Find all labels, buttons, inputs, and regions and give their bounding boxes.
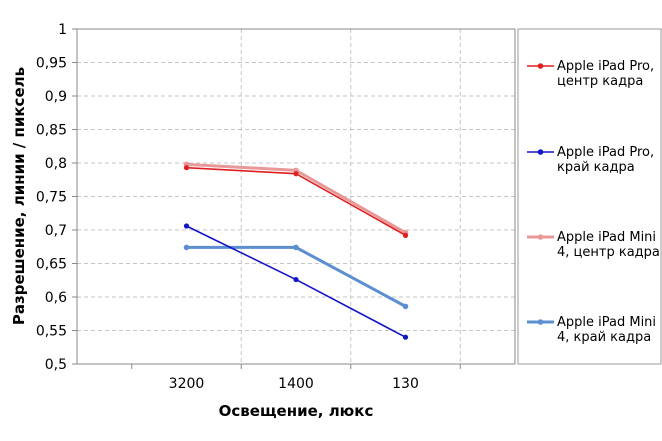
y-tick-label: 0,75 bbox=[36, 190, 67, 206]
series-line bbox=[186, 245, 407, 308]
legend-label: 4, центр кадра bbox=[557, 245, 660, 260]
y-tick-label: 0,95 bbox=[36, 56, 67, 72]
data-point bbox=[183, 165, 190, 171]
y-tick-label: 0,9 bbox=[45, 89, 67, 105]
data-point bbox=[402, 303, 409, 310]
data-point bbox=[183, 244, 190, 251]
legend-label: 4, край кадра bbox=[557, 330, 651, 345]
y-tick-label: 0,7 bbox=[45, 223, 67, 239]
y-tick-label: 0,8 bbox=[45, 156, 67, 172]
series-line bbox=[186, 166, 406, 237]
data-point bbox=[183, 223, 190, 229]
x-tick-label: 130 bbox=[392, 376, 419, 392]
y-tick-label: 0,5 bbox=[45, 357, 67, 373]
data-point bbox=[402, 334, 409, 340]
y-axis-title: Разрешение, линии / пиксель bbox=[10, 67, 28, 325]
legend-swatch-marker bbox=[537, 234, 544, 240]
y-tick-label: 0,85 bbox=[36, 123, 67, 139]
data-point bbox=[293, 171, 299, 177]
x-axis-ticks: 3200 1400 130 bbox=[131, 364, 461, 392]
y-tick-label: 1 bbox=[58, 22, 67, 38]
legend-label: Apple iPad Mini bbox=[557, 230, 656, 245]
legend-swatch-marker bbox=[537, 149, 544, 155]
legend-label: Apple iPad Mini bbox=[557, 315, 656, 330]
legend-swatch-marker bbox=[537, 319, 544, 325]
data-point bbox=[293, 244, 299, 251]
x-tick-label: 1400 bbox=[278, 376, 314, 392]
y-axis-ticks: 0,5 0,55 0,6 0,65 0,7 0,75 0,8 0,85 0,9 0,95 1 bbox=[36, 22, 77, 373]
legend-label: Apple iPad Pro, bbox=[557, 59, 654, 74]
legend-label: центр кадра bbox=[557, 74, 643, 89]
series-layer bbox=[183, 161, 409, 340]
x-axis-title: Освещение, люкс bbox=[219, 402, 374, 420]
legend-label: край кадра bbox=[557, 160, 635, 175]
legend-swatch-marker bbox=[537, 63, 544, 69]
y-tick-label: 0,65 bbox=[36, 257, 67, 273]
data-point bbox=[293, 276, 299, 283]
legend-box bbox=[517, 28, 662, 365]
legend-label: Apple iPad Pro, bbox=[557, 145, 654, 160]
y-tick-label: 0,55 bbox=[36, 324, 67, 340]
grid-layer bbox=[77, 29, 515, 364]
y-tick-label: 0,6 bbox=[45, 290, 67, 306]
data-point bbox=[402, 232, 409, 238]
x-tick-label: 3200 bbox=[169, 376, 205, 392]
